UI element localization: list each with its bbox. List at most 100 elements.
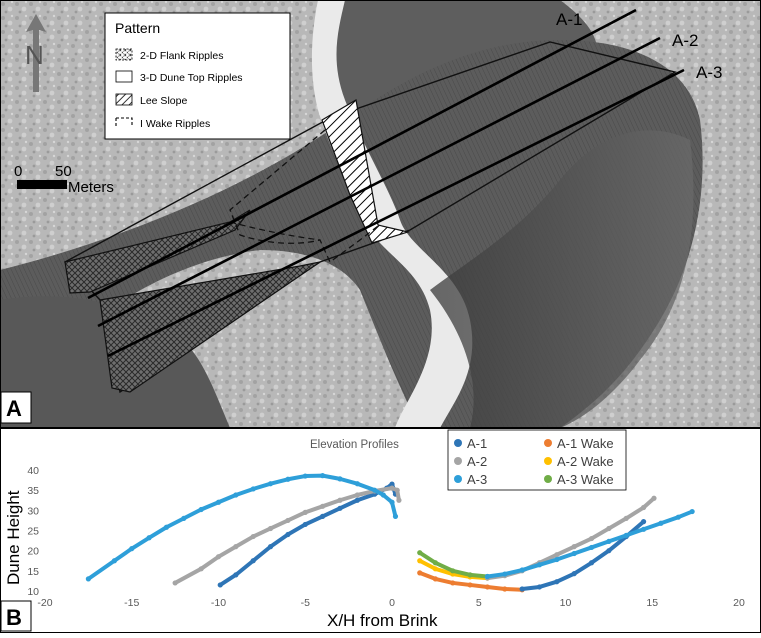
data-point bbox=[129, 546, 135, 552]
data-point bbox=[389, 485, 395, 491]
legend-swatch-lee-slope bbox=[115, 93, 133, 106]
legend-entry: A-3 bbox=[467, 472, 487, 487]
legend-marker bbox=[454, 439, 462, 447]
data-point bbox=[285, 517, 291, 524]
series-a-1 bbox=[519, 519, 647, 592]
series-line bbox=[86, 473, 398, 581]
panel-a-map: A-1 A-2 A-3 N 0 50 Meters Pattern 2-D Fl… bbox=[0, 0, 761, 429]
panel-b-label-box bbox=[0, 600, 32, 632]
legend-marker bbox=[544, 439, 552, 447]
y-tick-label: 20 bbox=[27, 546, 39, 558]
data-point bbox=[640, 504, 647, 511]
legend-swatch-flank-ripples bbox=[115, 48, 133, 61]
legend-marker bbox=[454, 457, 462, 465]
data-point bbox=[519, 567, 525, 573]
y-tick-label: 35 bbox=[27, 485, 39, 497]
x-tick-label: -5 bbox=[301, 597, 310, 609]
legend-marker bbox=[544, 457, 552, 465]
series-a-3 bbox=[85, 473, 399, 582]
data-point bbox=[689, 508, 695, 515]
elevation-chart: Elevation Profiles 10 15 20 25 30 35 40 -20 -15 -… bbox=[0, 428, 761, 633]
axes: 10 15 20 25 30 35 40 -20 -15 -10 -5 0 5 10 15 20 bbox=[27, 465, 745, 609]
data-point bbox=[215, 499, 222, 505]
data-point bbox=[172, 580, 178, 586]
data-point bbox=[417, 550, 423, 556]
wake-ripples-inner bbox=[229, 221, 321, 241]
y-tick-label: 30 bbox=[27, 505, 39, 517]
data-point bbox=[146, 535, 152, 541]
data-point bbox=[536, 562, 543, 568]
scale-bar-start: 0 bbox=[14, 163, 22, 180]
x-tick-label: -15 bbox=[124, 597, 139, 609]
legend-box bbox=[104, 12, 291, 140]
data-point bbox=[502, 586, 508, 592]
data-point bbox=[394, 487, 400, 493]
data-point bbox=[233, 492, 239, 498]
data-point bbox=[337, 476, 343, 482]
map-svg: A-1 A-2 A-3 N 0 50 Meters Pattern 2-D Fl… bbox=[0, 0, 761, 429]
data-point bbox=[320, 513, 326, 519]
panel-a-label-box bbox=[0, 391, 32, 424]
x-tick-label: 20 bbox=[733, 597, 745, 609]
x-tick-label: -10 bbox=[211, 597, 226, 609]
pattern-legend: Pattern 2-D Flank Ripples 3-D Dune Top R… bbox=[104, 12, 291, 140]
data-point bbox=[354, 481, 360, 487]
data-point bbox=[467, 572, 473, 578]
north-label: N bbox=[25, 40, 44, 70]
transect-a1-line bbox=[87, 8, 637, 300]
data-point bbox=[484, 573, 491, 580]
data-point bbox=[396, 497, 402, 503]
data-point bbox=[571, 571, 577, 577]
data-point bbox=[215, 554, 222, 560]
data-point bbox=[389, 481, 395, 487]
data-point bbox=[198, 566, 204, 572]
x-axis-label: X/H from Brink bbox=[327, 611, 438, 630]
data-point bbox=[606, 548, 612, 554]
panel-b-label: B bbox=[6, 605, 22, 630]
data-point bbox=[588, 544, 595, 551]
data-point bbox=[217, 582, 223, 588]
data-point bbox=[302, 473, 308, 479]
data-point bbox=[285, 531, 291, 538]
panel-a-label: A bbox=[6, 396, 22, 421]
data-point bbox=[450, 580, 456, 586]
data-point bbox=[588, 535, 595, 542]
data-point bbox=[519, 586, 525, 592]
data-point bbox=[432, 560, 438, 566]
transect-label-a1: A-1 bbox=[556, 10, 582, 29]
data-point bbox=[554, 579, 560, 585]
data-point bbox=[640, 519, 647, 525]
data-point bbox=[484, 584, 491, 590]
north-arrow-icon: N bbox=[25, 14, 46, 92]
data-point bbox=[536, 584, 543, 590]
legend-marker bbox=[454, 475, 462, 483]
data-point bbox=[181, 515, 187, 521]
y-tick-label: 10 bbox=[27, 586, 39, 598]
data-point bbox=[285, 476, 291, 482]
transect-a3-line bbox=[107, 68, 685, 358]
data-point bbox=[354, 492, 360, 498]
x-tick-label: 10 bbox=[560, 597, 572, 609]
chart-legend: A-1 A-2 A-3 A-1 Wake A-2 Wake A-3 Wake bbox=[447, 429, 627, 491]
data-point bbox=[432, 566, 438, 572]
series-a-3 bbox=[484, 508, 695, 580]
data-point bbox=[302, 521, 308, 528]
data-point bbox=[623, 515, 629, 521]
data-point bbox=[588, 560, 595, 566]
wake-ripples-outline bbox=[229, 129, 379, 263]
legend-label-flank-ripples: 2-D Flank Ripples bbox=[140, 50, 223, 62]
chart-title: Elevation Profiles bbox=[310, 439, 399, 451]
data-point bbox=[554, 556, 560, 563]
data-point bbox=[623, 532, 629, 538]
x-tick-label: 15 bbox=[646, 597, 658, 609]
data-point bbox=[675, 514, 681, 520]
y-tick-label: 25 bbox=[27, 526, 39, 538]
x-tick-label: 5 bbox=[476, 597, 482, 609]
legend-entry: A-2 Wake bbox=[557, 454, 614, 469]
legend-entry: A-1 Wake bbox=[557, 436, 614, 451]
chart-legend-box bbox=[447, 429, 627, 491]
legend-label-lee-slope: Lee Slope bbox=[140, 95, 187, 107]
legend-swatch-wake-ripples bbox=[115, 117, 133, 126]
scale-bar-unit: Meters bbox=[68, 179, 114, 196]
